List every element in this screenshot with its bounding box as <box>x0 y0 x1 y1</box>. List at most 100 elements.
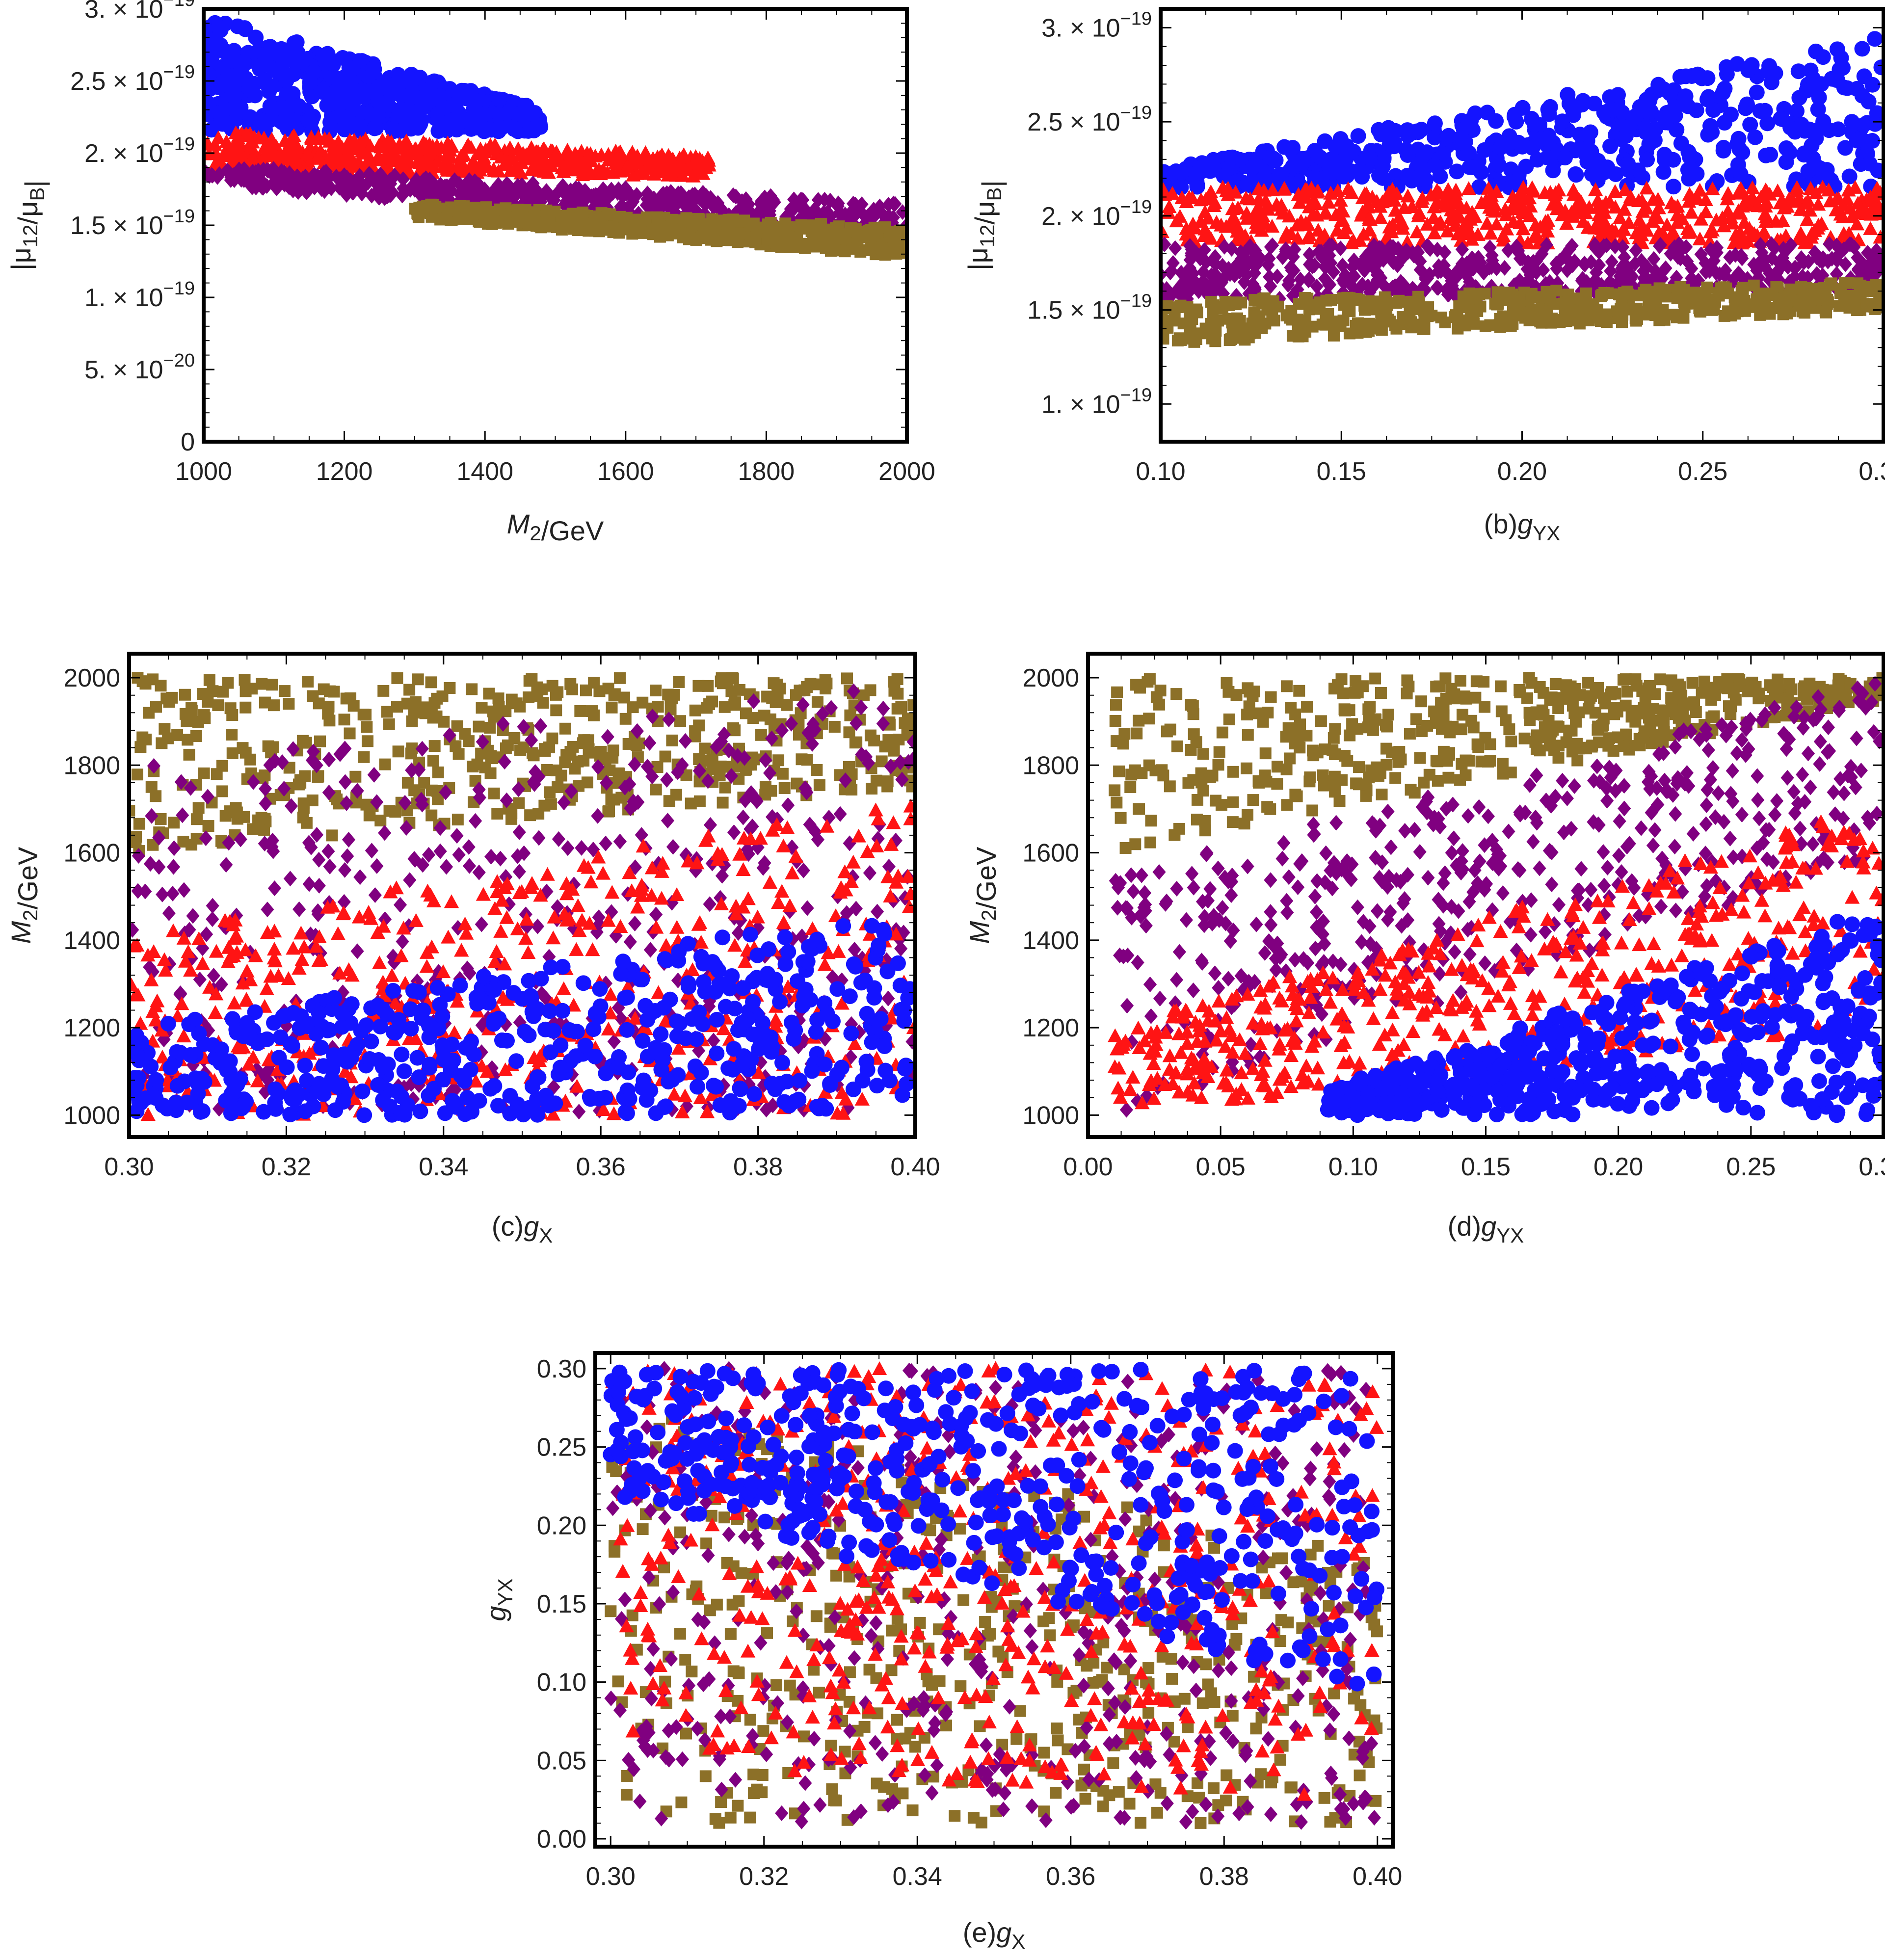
data-point <box>559 722 571 735</box>
data-point <box>1187 220 1202 235</box>
data-point <box>1411 208 1426 222</box>
data-point <box>649 906 663 923</box>
data-point <box>379 758 391 770</box>
plot-area-c <box>129 672 915 1123</box>
data-point <box>618 691 631 704</box>
data-point <box>1677 88 1694 105</box>
data-point <box>1539 215 1554 230</box>
data-point <box>1336 257 1350 273</box>
data-point <box>1239 206 1254 220</box>
data-point <box>1863 221 1878 235</box>
data-point <box>234 831 247 848</box>
data-point <box>1203 184 1219 198</box>
data-point <box>870 774 882 787</box>
data-point <box>608 689 620 702</box>
data-point <box>664 703 677 715</box>
data-point <box>625 145 640 159</box>
data-point <box>1778 291 1790 303</box>
data-point <box>1694 306 1706 318</box>
data-point <box>599 835 612 851</box>
data-point <box>212 699 224 712</box>
data-point <box>232 57 248 73</box>
data-point <box>297 811 309 823</box>
data-point <box>564 678 577 690</box>
data-point <box>1549 256 1563 272</box>
data-point <box>1849 216 1865 231</box>
data-point <box>755 729 767 741</box>
data-point <box>735 215 747 228</box>
data-point <box>1319 245 1332 262</box>
data-point <box>277 781 291 797</box>
data-point <box>1237 274 1251 291</box>
data-point <box>808 201 822 217</box>
data-point <box>1464 205 1480 219</box>
data-point <box>467 161 483 175</box>
data-point <box>327 70 344 86</box>
data-point <box>1316 318 1328 331</box>
data-point <box>1759 195 1774 209</box>
data-point <box>1197 204 1213 218</box>
data-point <box>550 764 562 776</box>
data-point <box>895 771 909 788</box>
data-point <box>1440 128 1457 144</box>
data-point <box>1625 268 1639 284</box>
data-point <box>1259 172 1275 188</box>
data-point <box>337 894 351 910</box>
data-point <box>1467 105 1483 121</box>
data-point <box>1218 238 1231 255</box>
data-point <box>1300 315 1312 327</box>
data-point <box>476 702 488 714</box>
data-point <box>1205 152 1221 168</box>
data-point <box>1363 295 1375 307</box>
data-point <box>1521 190 1537 205</box>
data-point <box>1680 221 1696 235</box>
data-point <box>511 781 526 797</box>
plot-area-a <box>204 15 907 261</box>
data-point <box>1277 230 1293 244</box>
data-point <box>380 97 397 113</box>
x-tick-label: 1000 <box>175 457 232 486</box>
data-point <box>287 49 303 65</box>
data-point <box>882 859 896 875</box>
data-point <box>322 751 336 768</box>
data-point <box>491 91 507 107</box>
data-point <box>1860 298 1873 310</box>
data-point <box>333 108 349 124</box>
data-point <box>1781 144 1798 160</box>
data-point <box>1290 231 1305 245</box>
data-point <box>906 751 915 768</box>
data-point <box>1684 190 1700 205</box>
data-point <box>1694 246 1708 263</box>
data-point <box>751 920 765 936</box>
data-point <box>263 757 277 773</box>
data-point <box>1638 125 1654 141</box>
data-point <box>528 749 540 762</box>
data-point <box>839 772 852 789</box>
data-point <box>580 684 592 696</box>
data-point <box>1190 303 1202 316</box>
data-point <box>204 135 215 150</box>
data-point <box>1710 239 1724 256</box>
series-red-b <box>1161 180 1884 250</box>
data-point <box>1719 59 1735 75</box>
data-point <box>377 685 390 697</box>
data-point <box>1196 273 1210 290</box>
data-point <box>1359 186 1374 200</box>
data-point <box>698 196 712 212</box>
data-point <box>227 172 241 188</box>
data-point <box>403 684 416 696</box>
data-point <box>1793 116 1809 132</box>
data-point <box>1333 193 1348 207</box>
data-point <box>1455 241 1469 258</box>
data-point <box>1400 242 1413 259</box>
data-point <box>1787 260 1802 276</box>
data-point <box>1670 198 1685 212</box>
data-point <box>893 734 905 746</box>
data-point <box>1194 192 1209 207</box>
data-point <box>1615 265 1629 281</box>
data-point <box>1276 139 1293 155</box>
data-point <box>1357 263 1372 279</box>
data-point <box>1621 119 1637 135</box>
data-point <box>463 83 479 99</box>
data-point <box>594 749 606 762</box>
